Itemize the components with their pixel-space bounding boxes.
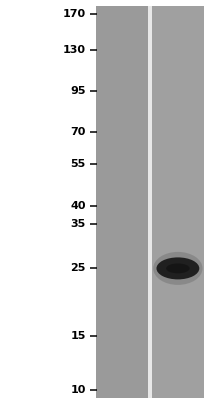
Bar: [96, 6, 148, 398]
Text: 130: 130: [63, 44, 86, 54]
Text: 95: 95: [70, 86, 86, 96]
Text: 15: 15: [70, 331, 86, 341]
Ellipse shape: [153, 252, 203, 285]
Text: 40: 40: [70, 201, 86, 211]
Text: 25: 25: [70, 263, 86, 273]
Bar: [148, 6, 152, 398]
Text: 35: 35: [70, 219, 86, 229]
Text: 55: 55: [70, 159, 86, 169]
Bar: [152, 6, 204, 398]
Ellipse shape: [156, 257, 199, 279]
Ellipse shape: [166, 264, 190, 273]
Text: 10: 10: [70, 385, 86, 395]
Text: 170: 170: [63, 9, 86, 19]
Text: 70: 70: [70, 127, 86, 137]
